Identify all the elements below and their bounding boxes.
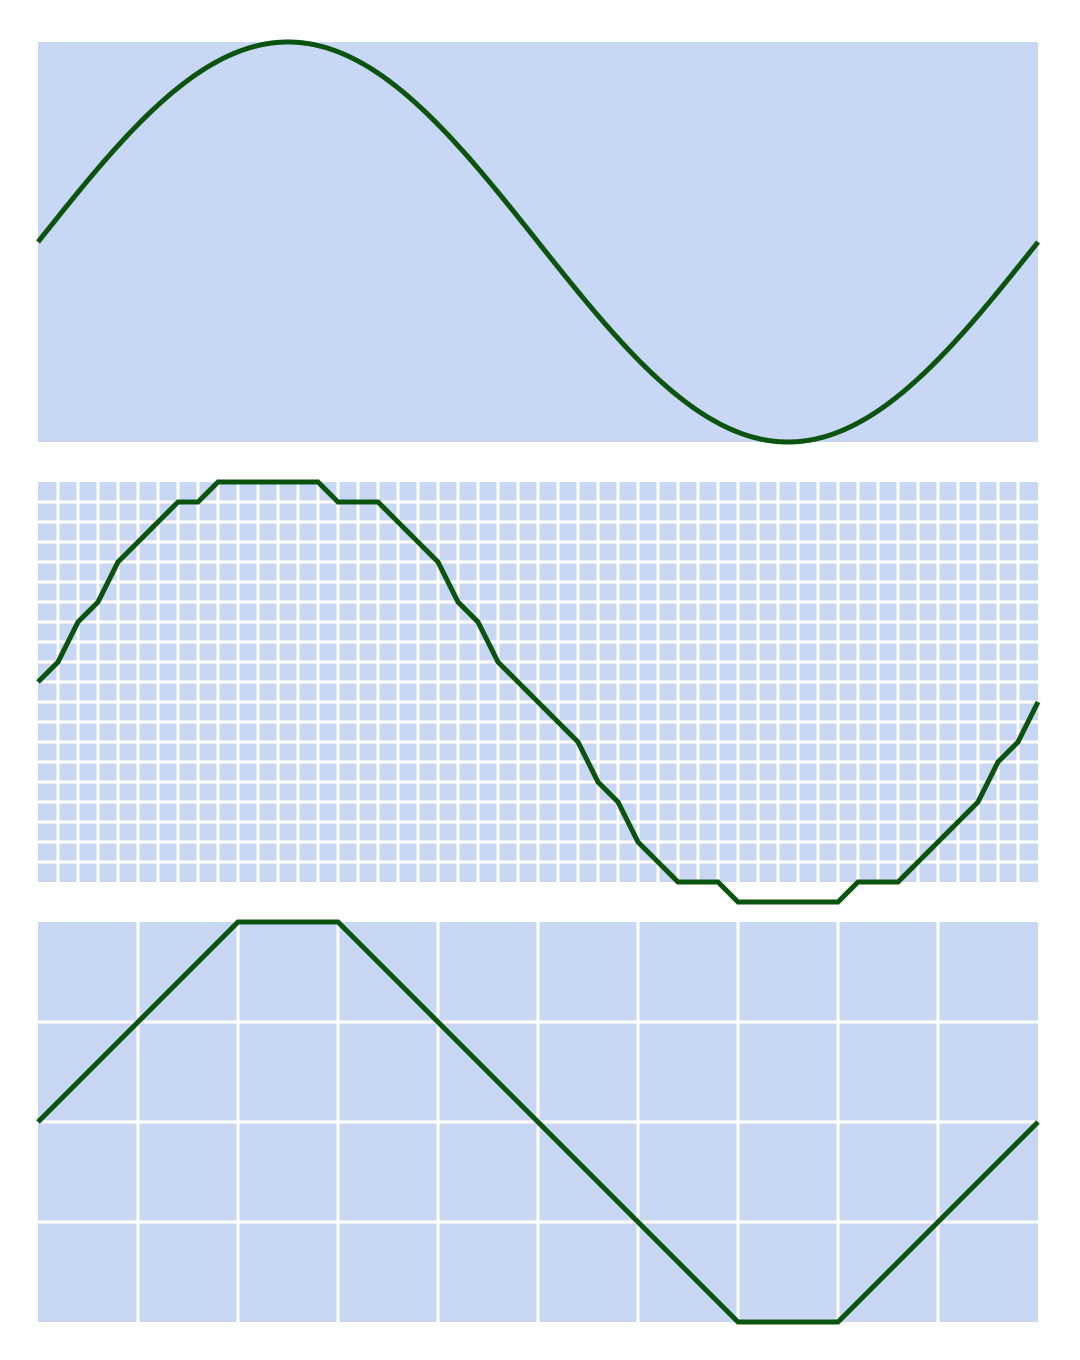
fine-grid-sine-panel [36, 479, 1041, 905]
sine-curve [36, 919, 1040, 1325]
coarse-grid-sine-panel [36, 919, 1040, 1325]
sine-curve [36, 39, 1040, 445]
sine-curve [36, 479, 1041, 905]
smooth-sine-panel [36, 39, 1040, 445]
